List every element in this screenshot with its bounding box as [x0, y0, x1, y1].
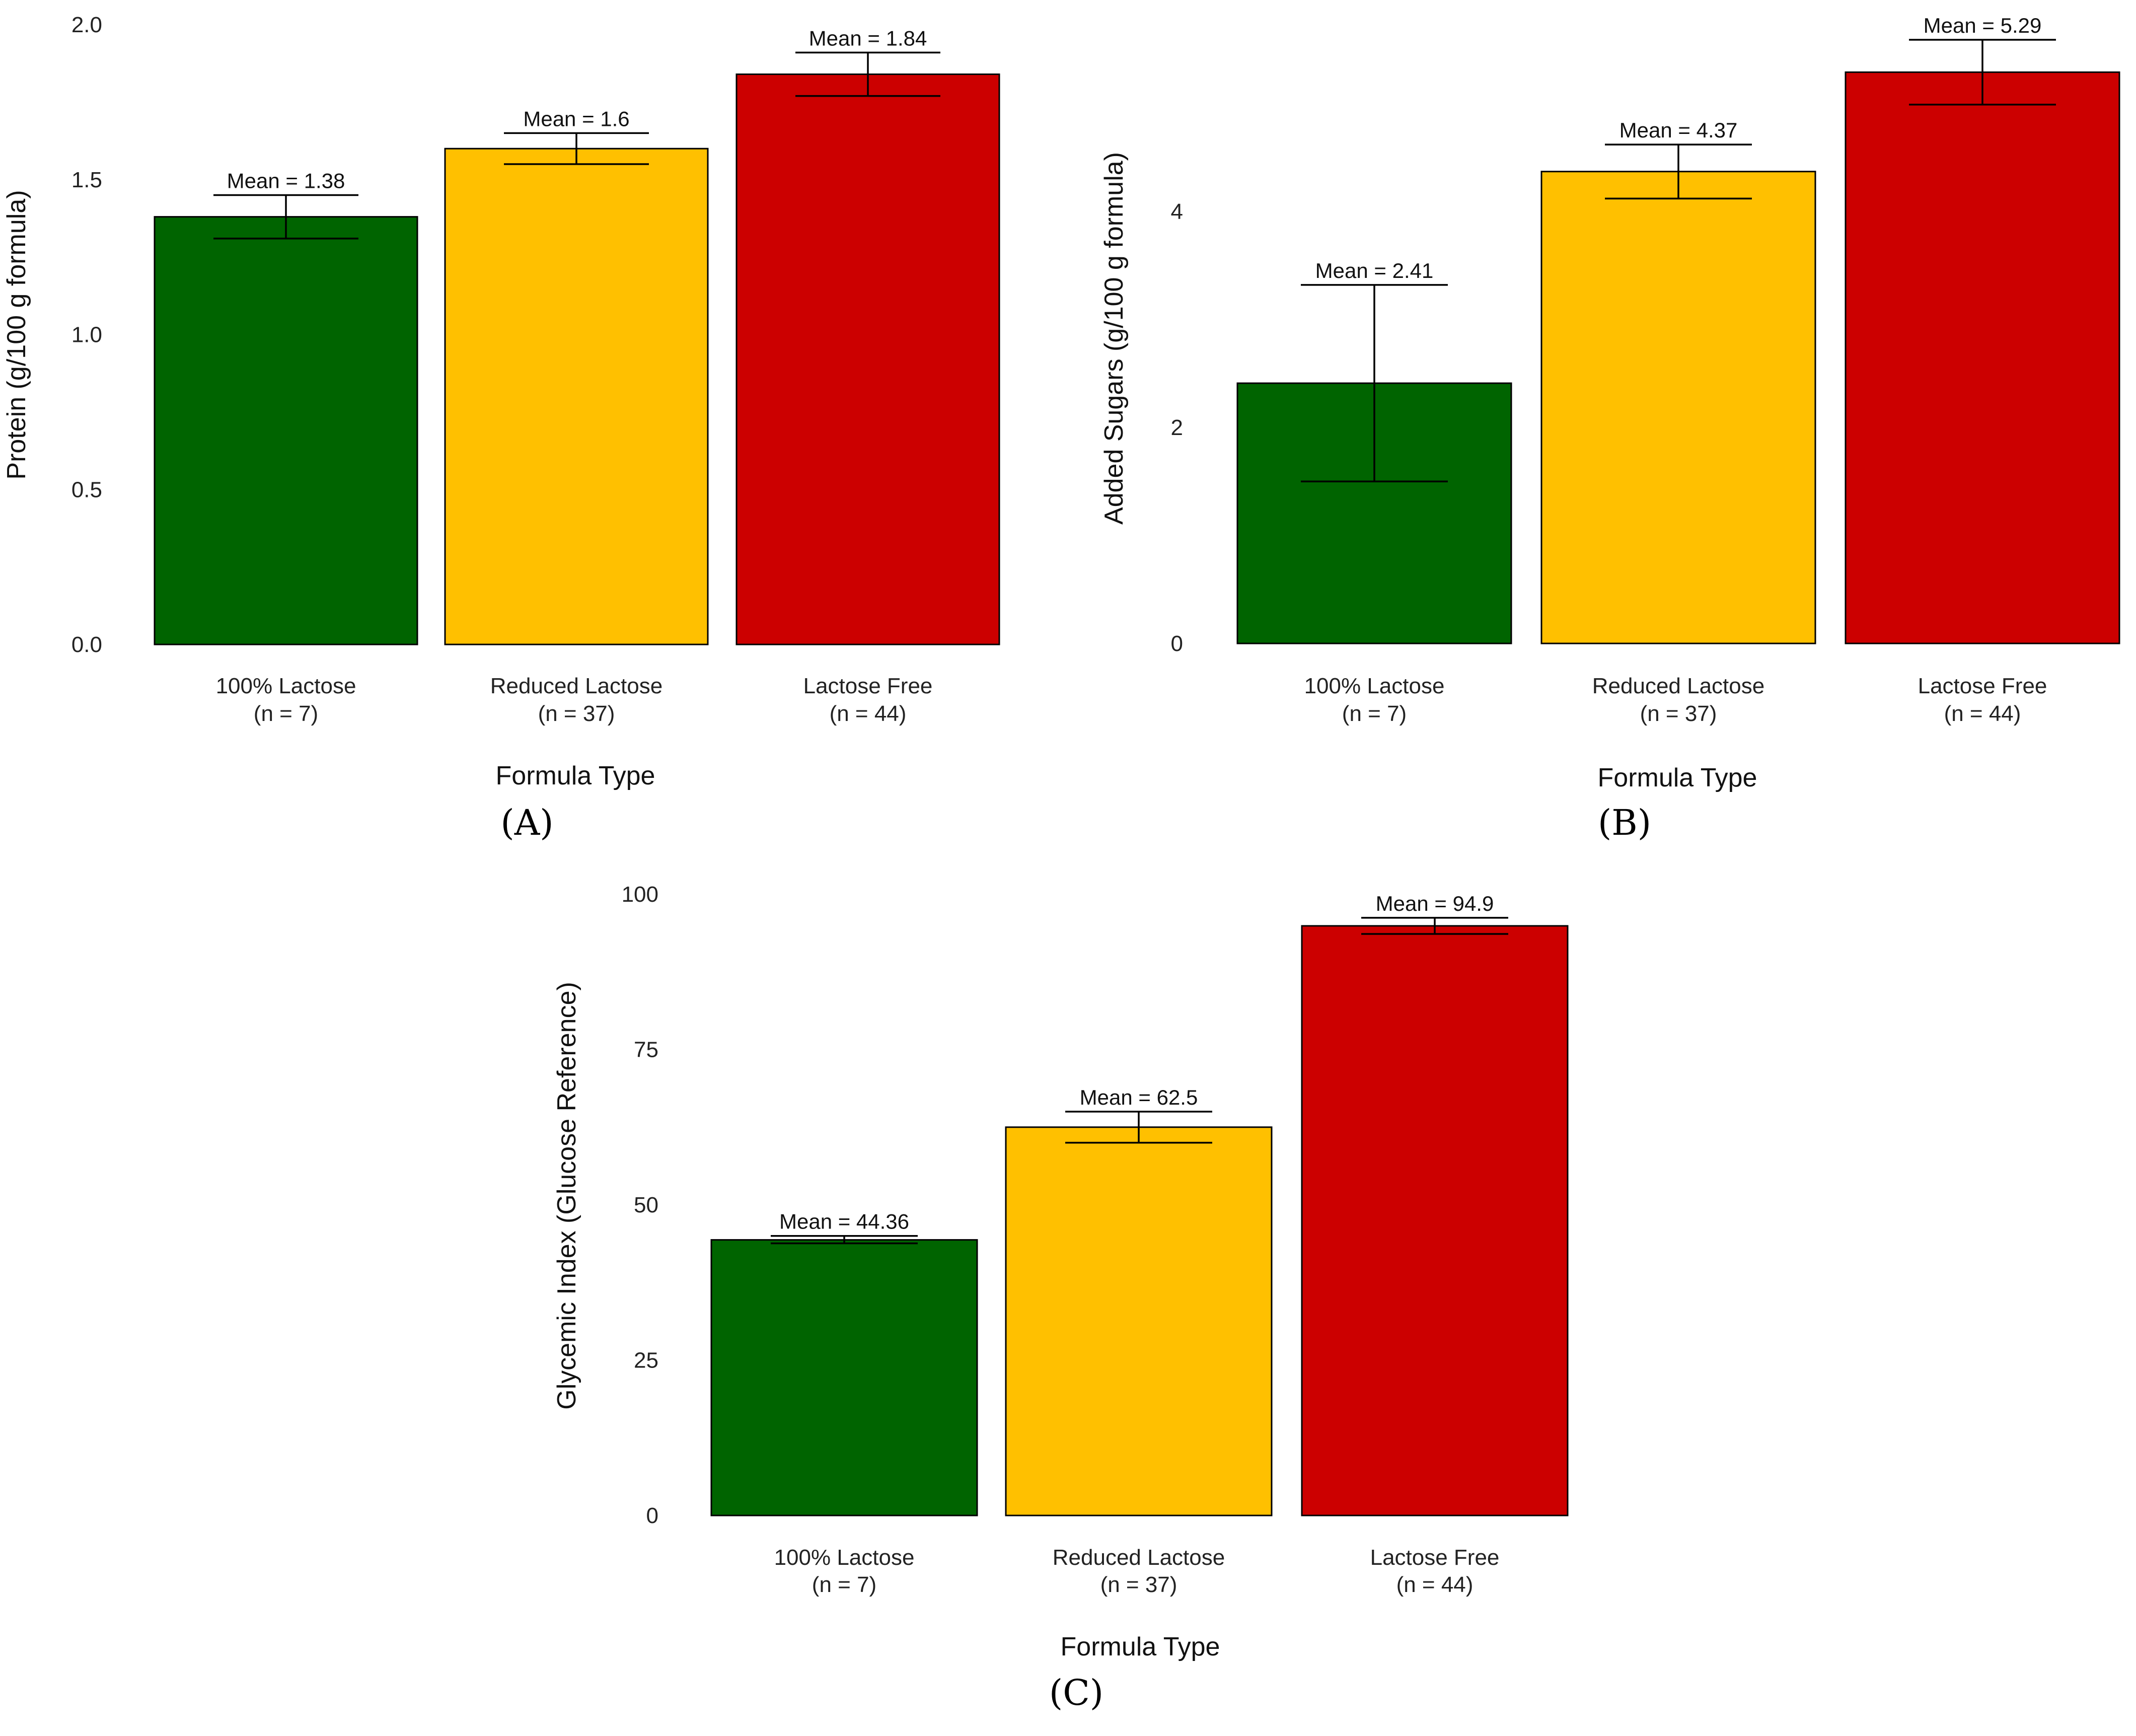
- x-axis-label: Formula Type: [1598, 763, 1757, 792]
- y-tick-label: 0: [1171, 631, 1183, 656]
- y-tick-label: 2.0: [71, 13, 102, 37]
- error-bar: [1909, 39, 2056, 106]
- bar: [444, 148, 709, 645]
- y-tick-label: 1.5: [71, 168, 102, 192]
- panel-label: (C): [1049, 1672, 1103, 1713]
- x-tick-label: Lactose Free: [1370, 1545, 1500, 1570]
- x-tick-label: 100% Lactose: [216, 674, 356, 698]
- data-label: Mean = 1.6: [523, 107, 629, 130]
- y-tick-label: 75: [634, 1038, 658, 1062]
- x-tick-label: Lactose Free: [803, 674, 933, 698]
- x-tick-label: Reduced Lactose: [490, 674, 662, 698]
- x-tick-label: Lactose Free: [1918, 674, 2047, 698]
- x-tick-sample-size: (n = 37): [538, 701, 615, 726]
- y-tick-label: 0.0: [71, 632, 102, 657]
- chart-panel-a: 0.0 0.5 1.0 1.5 2.0 Protein (g/100 g formula)…: [2, 13, 1000, 843]
- x-tick-sample-size: (n = 44): [830, 701, 907, 726]
- data-label: Mean = 5.29: [1924, 14, 2042, 37]
- error-bar: [771, 1235, 918, 1245]
- x-tick-sample-size: (n = 7): [254, 701, 318, 726]
- bar: [1540, 171, 1816, 644]
- bar: [735, 73, 1000, 645]
- y-tick-label: 0.5: [71, 477, 102, 502]
- x-axis-label: Formula Type: [1061, 1632, 1220, 1661]
- panel-label: (A): [500, 802, 553, 843]
- error-bar: [504, 132, 649, 165]
- data-label: Mean = 44.36: [779, 1210, 909, 1234]
- data-label: Mean = 1.84: [809, 26, 927, 50]
- error-bar: [213, 194, 358, 240]
- x-tick-sample-size: (n = 7): [1342, 701, 1407, 726]
- x-tick-sample-size: (n = 37): [1640, 701, 1717, 726]
- y-tick-label: 50: [634, 1193, 658, 1217]
- x-tick-sample-size: (n = 44): [1396, 1572, 1474, 1597]
- bar: [1845, 71, 2120, 644]
- x-tick-label: 100% Lactose: [774, 1545, 915, 1570]
- y-axis-label: Added Sugars (g/100 g formula): [1099, 152, 1129, 525]
- error-bar: [1605, 143, 1752, 200]
- y-tick-label: 4: [1171, 199, 1183, 224]
- data-label: Mean = 62.5: [1080, 1086, 1198, 1109]
- data-label: Mean = 1.38: [227, 169, 345, 193]
- error-bar: [1301, 284, 1448, 483]
- x-tick-sample-size: (n = 44): [1944, 701, 2021, 726]
- data-label: Mean = 2.41: [1315, 259, 1434, 282]
- y-tick-label: 0: [646, 1503, 658, 1528]
- bar: [1301, 925, 1569, 1516]
- y-tick-label: 1.0: [71, 323, 102, 347]
- y-axis-label: Glycemic Index (Glucose Reference): [552, 982, 581, 1410]
- panel-label: (B): [1598, 802, 1651, 843]
- chart-panel-b: 0 2 4 Added Sugars (g/100 g formula) Mean = …: [1099, 14, 2120, 843]
- bar: [710, 1239, 978, 1516]
- x-tick-sample-size: (n = 37): [1100, 1572, 1177, 1597]
- error-bar: [795, 51, 940, 97]
- y-tick-label: 2: [1171, 415, 1183, 440]
- y-tick-label: 25: [634, 1348, 658, 1373]
- x-axis-label: Formula Type: [496, 761, 655, 790]
- bar: [1005, 1126, 1273, 1516]
- x-tick-sample-size: (n = 7): [812, 1572, 876, 1597]
- x-tick-label: Reduced Lactose: [1592, 674, 1764, 698]
- data-label: Mean = 4.37: [1619, 118, 1738, 142]
- y-axis-label: Protein (g/100 g formula): [2, 190, 31, 479]
- x-tick-label: Reduced Lactose: [1053, 1545, 1225, 1570]
- data-label: Mean = 94.9: [1376, 892, 1494, 915]
- error-bar: [1065, 1111, 1212, 1144]
- error-bar: [1361, 917, 1508, 935]
- y-tick-label: 100: [622, 882, 658, 907]
- bar: [154, 216, 418, 645]
- chart-panel-c: 0 25 50 75 100 Glycemic Index (Glucose Refere…: [552, 882, 1569, 1713]
- x-tick-label: 100% Lactose: [1304, 674, 1445, 698]
